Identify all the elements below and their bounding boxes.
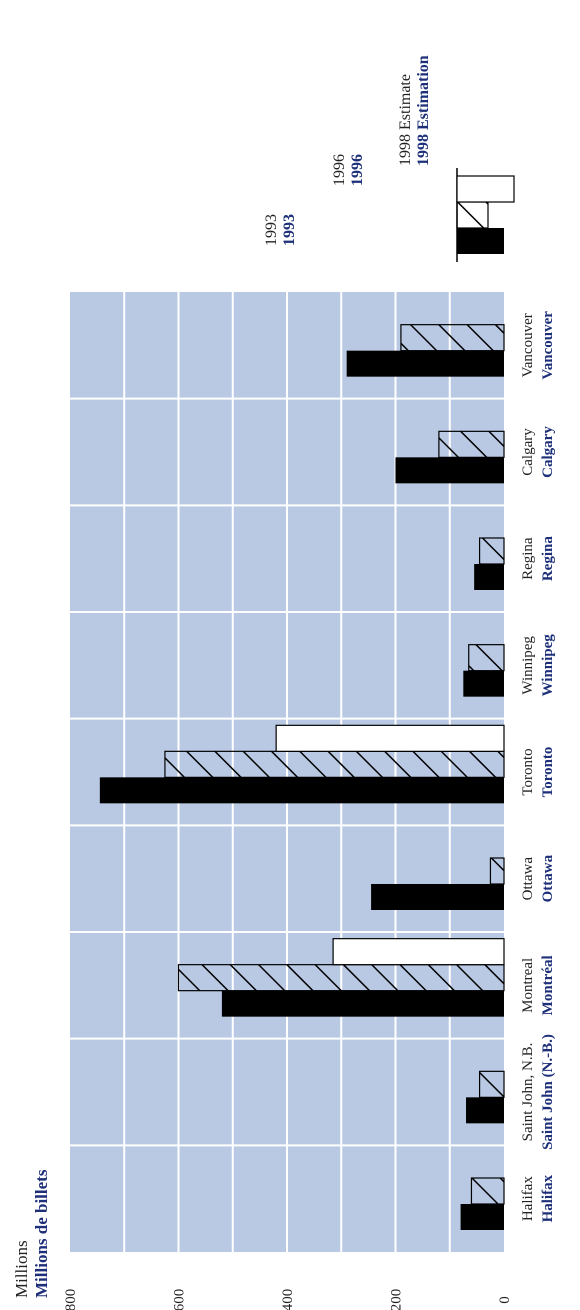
category-label-fr: Vancouver (540, 311, 556, 380)
y-tick-label: 600 (172, 1289, 188, 1310)
category-label-fr: Halifax (540, 1174, 556, 1222)
legend-1993-fr: 1993 (281, 214, 298, 246)
category-label-fr: Winnipeg (540, 634, 556, 697)
category-label-en: Vancouver (520, 313, 536, 377)
bar-hatched (470, 1177, 505, 1205)
legend-1998-en: 1998 Estimate (397, 74, 414, 166)
legend-1996-fr: 1996 (349, 154, 366, 186)
y-tick-label: 800 (63, 1289, 79, 1310)
bar-hatched (177, 964, 505, 992)
category-label-en: Montreal (520, 958, 536, 1013)
bar-hatched (164, 750, 505, 778)
category-label-en: Saint John, N.B. (520, 1043, 536, 1142)
bar-hatched (478, 1070, 505, 1098)
bar-solid (221, 990, 504, 1017)
category-label-fr: Montréal (540, 955, 556, 1015)
legend-swatch-1998 (456, 175, 515, 203)
bars (99, 324, 505, 1230)
legend-swatch-1996 (456, 201, 489, 229)
bar-hatched (400, 324, 505, 352)
y-tick-label: 200 (389, 1289, 405, 1310)
category-labels: Halifax Halifax Saint John, N.B. Saint John… (520, 311, 556, 1223)
legend-1993-en: 1993 (263, 214, 280, 246)
bar-hatched (478, 537, 505, 565)
category-label-fr: Regina (540, 536, 556, 582)
category-label-en: Winnipeg (520, 636, 536, 695)
category-label-en: Regina (520, 537, 536, 580)
bar-solid (371, 884, 504, 910)
y-tick-label: 0 (497, 1296, 513, 1304)
bar-solid (460, 1204, 504, 1230)
category-label-fr: Calgary (540, 426, 556, 478)
bar-hatched (438, 430, 505, 458)
bar-solid (474, 564, 504, 590)
bar-solid (346, 350, 504, 377)
y-axis-label-fr: Millions de billets (32, 1169, 51, 1298)
category-label-en: Halifax (520, 1176, 536, 1221)
category-label-fr: Saint John (N.-B.) (540, 1034, 556, 1150)
bar-solid (395, 457, 504, 484)
bar-hatched (468, 644, 505, 672)
y-tick-label: 400 (280, 1289, 296, 1310)
bar-solid (463, 670, 504, 697)
category-label-en: Toronto (520, 748, 536, 795)
bar-open (275, 724, 505, 752)
bar-hatched (489, 857, 505, 885)
category-label-en: Ottawa (520, 857, 536, 901)
category-label-en: Calgary (520, 428, 536, 476)
y-axis-label-en: Millions (12, 1240, 31, 1298)
category-label-fr: Ottawa (540, 854, 556, 902)
category-label-fr: Toronto (540, 747, 556, 798)
y-axis-ticks: 0 200 400 600 800 (63, 1289, 513, 1310)
bar-solid (99, 777, 505, 804)
legend-1998-fr: 1998 Estimation (415, 55, 432, 166)
legend-1996-en: 1996 (331, 154, 348, 186)
bar-open (332, 938, 505, 966)
legend: 1993 1993 1996 1996 1998 Estimate 1998 E… (263, 55, 515, 262)
bar-solid (466, 1097, 504, 1124)
legend-swatch-1993 (457, 228, 504, 254)
